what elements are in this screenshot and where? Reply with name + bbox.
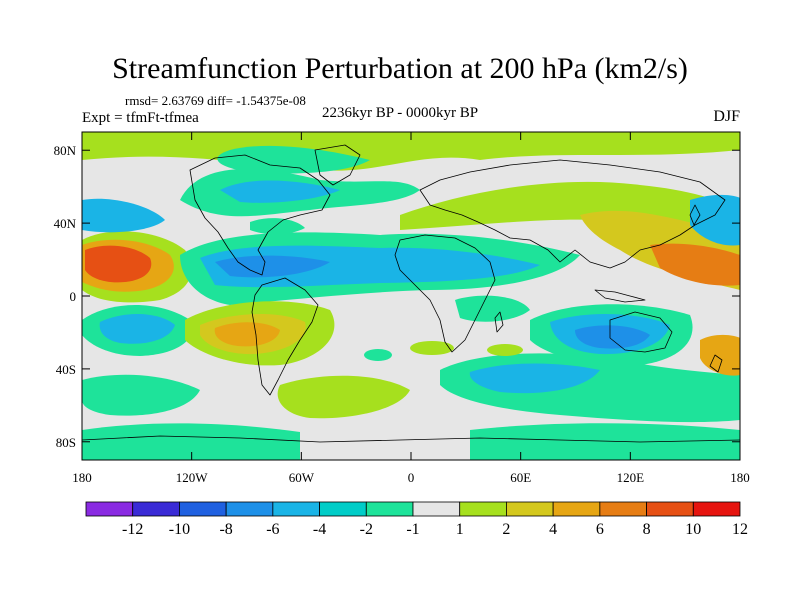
- colorbar-box: [319, 501, 367, 517]
- contour-negative-northpacific-east: [690, 194, 740, 246]
- contour-positive-eurasia: [400, 181, 740, 260]
- contour-positive-small-indian: [487, 344, 523, 356]
- lon-tick-label: 120E: [617, 470, 645, 485]
- colorbar-box: [552, 501, 601, 517]
- lon-tick-label: 180: [72, 470, 92, 485]
- coast-antarctica: [82, 435, 740, 443]
- lon-tick-label: 180: [730, 470, 750, 485]
- colorbar-label: -10: [169, 521, 190, 538]
- lon-tick-label: 120W: [176, 470, 209, 485]
- contour-positive-westpacific: [650, 243, 740, 286]
- colorbar-label: 10: [685, 521, 701, 538]
- lon-tick-label: 60E: [510, 470, 531, 485]
- colorbar-label: 2: [502, 521, 510, 538]
- colorbar-box: [132, 501, 180, 517]
- colorbar-box: [85, 501, 134, 517]
- colorbar-label: -12: [122, 521, 143, 538]
- lon-tick-label: 0: [408, 470, 415, 485]
- contour-negative-antarctic-east: [470, 423, 740, 460]
- contour-negative-northamerica-core: [220, 180, 340, 203]
- colorbar-box: [365, 501, 414, 517]
- coast-eurasia: [419, 159, 726, 269]
- colorbar-label: 12: [732, 521, 748, 538]
- contour-negative-southernocean-indian-core: [469, 363, 600, 394]
- colorbar-label: -8: [219, 521, 232, 538]
- colorbar-box: [412, 501, 461, 517]
- colorbar-label: 1: [456, 521, 464, 538]
- colorbar-label: -2: [360, 521, 373, 538]
- coast-japan: [689, 204, 701, 226]
- coast-madagascar: [494, 311, 504, 333]
- colorbar-label: -4: [313, 521, 326, 538]
- coast-indonesia: [594, 289, 646, 303]
- lat-tick-label: 80N: [54, 143, 77, 158]
- coast-south-america: [251, 277, 319, 396]
- colorbar-box: [692, 501, 741, 517]
- stats-text: rmsd= 2.63769 diff= -1.54375e-08: [125, 93, 306, 108]
- lat-tick-label: 40N: [54, 216, 77, 231]
- contour-negative-southpacific-core: [99, 314, 175, 344]
- lat-tick-label: 0: [70, 289, 77, 304]
- map-ticks: 180 120W 60W 0 60E 120E 180 80N 40N 0 40S 80S: [54, 132, 750, 485]
- coast-north-america: [189, 154, 331, 276]
- colorbar-label: 6: [596, 521, 604, 538]
- colorbar-box: [179, 501, 227, 517]
- colorbar-box: [225, 501, 274, 517]
- period-text: 2236kyr BP - 0000kyr BP: [322, 105, 479, 121]
- season-text: DJF: [713, 108, 740, 125]
- colorbar-box: [646, 501, 694, 517]
- colorbar-box: [272, 501, 320, 517]
- contour-negative-small-atlantic: [364, 349, 392, 361]
- coast-greenland: [314, 144, 361, 186]
- contour-negative-northpacific: [82, 198, 165, 233]
- contour-negative-indianocean: [455, 295, 530, 322]
- contour-negative-southernocean-west: [82, 374, 200, 416]
- colorbar-label: 8: [643, 521, 651, 538]
- coastlines: [82, 144, 740, 443]
- contour-positive-small-atlantic: [410, 341, 454, 355]
- contour-negative-australia-inner: [575, 325, 650, 349]
- contour-negative-tropics-mid: [200, 245, 540, 288]
- coast-new-zealand: [709, 354, 723, 373]
- chart-title: Streamfunction Perturbation at 200 hPa (…: [112, 52, 688, 85]
- colorbar-label: 4: [549, 521, 557, 538]
- coast-australia: [609, 311, 673, 353]
- colorbar-label: -6: [266, 521, 279, 538]
- colorbar-box: [599, 501, 647, 517]
- colorbar-label: -1: [406, 521, 419, 538]
- contour-negative-tropics-core: [215, 255, 330, 278]
- contour-negative-arctic: [217, 145, 370, 174]
- colorbar-box: [459, 501, 507, 517]
- colorbar: -12 -10 -8 -6 -4 -2 -1 1 2 4 6 8 10 12: [85, 501, 748, 538]
- coast-africa: [394, 234, 496, 353]
- lon-tick-label: 60W: [289, 470, 315, 485]
- contour-negative-antarctic: [82, 423, 300, 460]
- contour-positive-eastpacific-core: [85, 245, 152, 283]
- contour-positive-southamerica-core: [214, 322, 280, 347]
- contour-negative-northeast-pacific: [250, 218, 305, 235]
- contour-positive-southernocean-atlantic: [277, 375, 410, 419]
- colorbar-box: [506, 501, 554, 517]
- streamfunction-field: [82, 132, 740, 460]
- experiment-text: Expt = tfmFt-tfmea: [82, 110, 199, 126]
- lat-tick-label: 40S: [56, 362, 76, 377]
- lat-tick-label: 80S: [56, 435, 76, 450]
